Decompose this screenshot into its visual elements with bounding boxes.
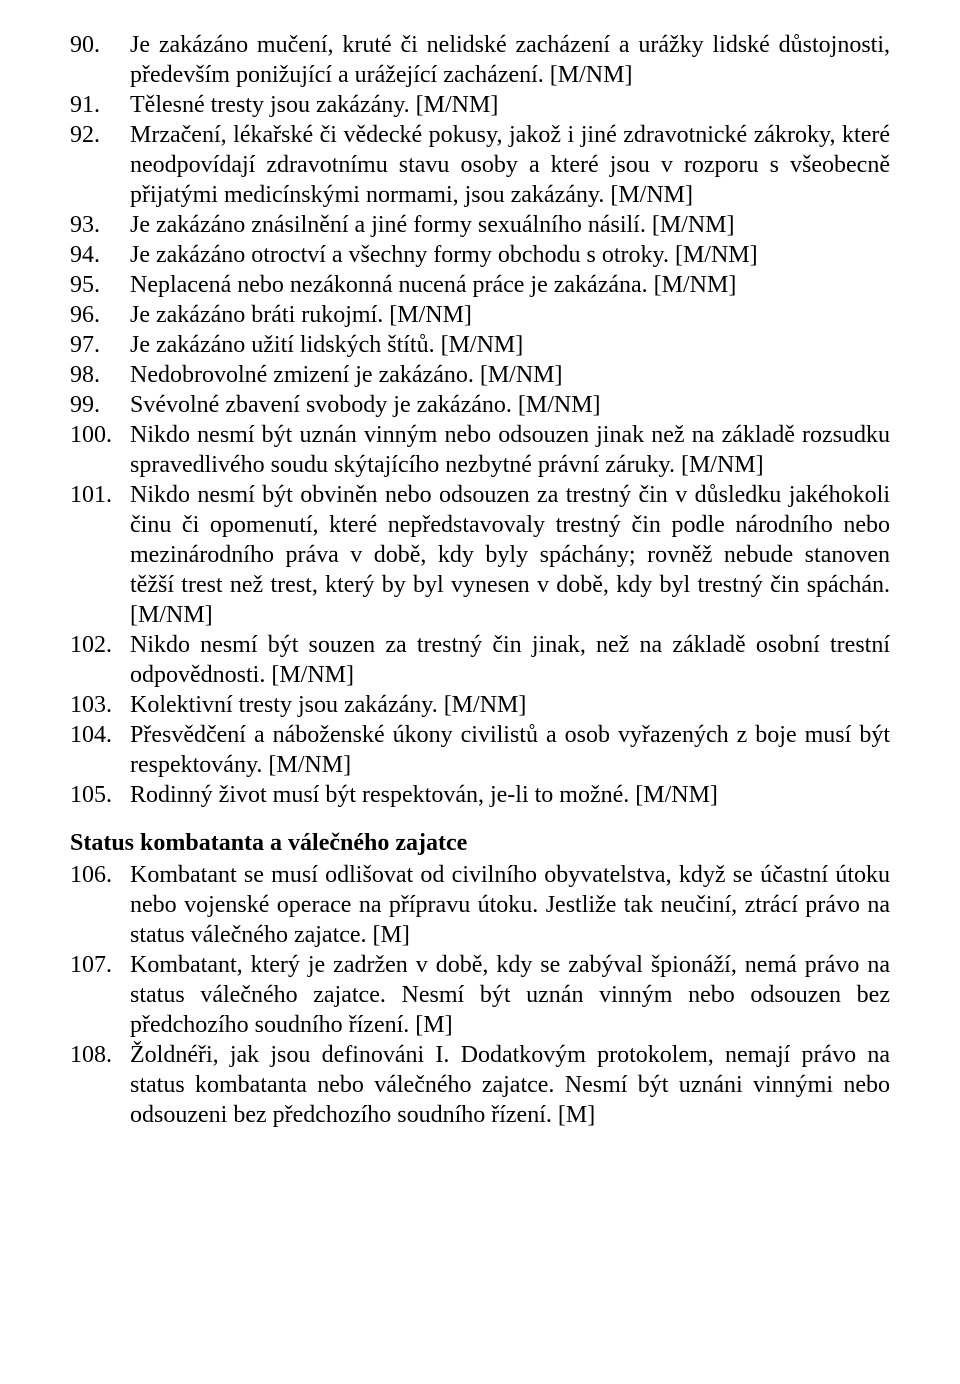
list-item: 107.Kombatant, který je zadržen v době, … — [70, 950, 890, 1040]
item-number: 96. — [70, 300, 130, 330]
item-text: Žoldnéři, jak jsou definováni I. Dodatko… — [130, 1040, 890, 1130]
item-text: Nikdo nesmí být obviněn nebo odsouzen za… — [130, 480, 890, 630]
list-item: 98.Nedobrovolné zmizení je zakázáno. [M/… — [70, 360, 890, 390]
item-number: 108. — [70, 1040, 130, 1070]
list-item: 100.Nikdo nesmí být uznán vinným nebo od… — [70, 420, 890, 480]
list-item: 103.Kolektivní tresty jsou zakázány. [M/… — [70, 690, 890, 720]
list-item: 91.Tělesné tresty jsou zakázány. [M/NM] — [70, 90, 890, 120]
item-number: 97. — [70, 330, 130, 360]
item-text: Přesvědčení a náboženské úkony civilistů… — [130, 720, 890, 780]
list-item: 92.Mrzačení, lékařské či vědecké pokusy,… — [70, 120, 890, 210]
item-text: Mrzačení, lékařské či vědecké pokusy, ja… — [130, 120, 890, 210]
item-text: Neplacená nebo nezákonná nucená práce je… — [130, 270, 890, 300]
item-text: Nikdo nesmí být uznán vinným nebo odsouz… — [130, 420, 890, 480]
list-item: 101.Nikdo nesmí být obviněn nebo odsouze… — [70, 480, 890, 630]
list-item: 93.Je zakázáno znásilnění a jiné formy s… — [70, 210, 890, 240]
list-item: 95.Neplacená nebo nezákonná nucená práce… — [70, 270, 890, 300]
item-number: 107. — [70, 950, 130, 980]
list-item: 108.Žoldnéři, jak jsou definováni I. Dod… — [70, 1040, 890, 1130]
item-text: Rodinný život musí být respektován, je-l… — [130, 780, 890, 810]
item-text: Kombatant se musí odlišovat od civilního… — [130, 860, 890, 950]
item-number: 95. — [70, 270, 130, 300]
list-item: 97.Je zakázáno užití lidských štítů. [M/… — [70, 330, 890, 360]
item-text: Nedobrovolné zmizení je zakázáno. [M/NM] — [130, 360, 890, 390]
list-item: 105.Rodinný život musí být respektován, … — [70, 780, 890, 810]
list-item: 99.Svévolné zbavení svobody je zakázáno.… — [70, 390, 890, 420]
item-number: 92. — [70, 120, 130, 150]
item-text: Svévolné zbavení svobody je zakázáno. [M… — [130, 390, 890, 420]
item-number: 104. — [70, 720, 130, 750]
list-item: 94.Je zakázáno otroctví a všechny formy … — [70, 240, 890, 270]
item-text: Je zakázáno znásilnění a jiné formy sexu… — [130, 210, 890, 240]
list-item: 90.Je zakázáno mučení, kruté či nelidské… — [70, 30, 890, 90]
item-text: Nikdo nesmí být souzen za trestný čin ji… — [130, 630, 890, 690]
item-text: Kombatant, který je zadržen v době, kdy … — [130, 950, 890, 1040]
item-text: Je zakázáno užití lidských štítů. [M/NM] — [130, 330, 890, 360]
item-number: 103. — [70, 690, 130, 720]
item-text: Je zakázáno mučení, kruté či nelidské za… — [130, 30, 890, 90]
item-number: 105. — [70, 780, 130, 810]
item-text: Je zakázáno otroctví a všechny formy obc… — [130, 240, 890, 270]
list-item: 106.Kombatant se musí odlišovat od civil… — [70, 860, 890, 950]
item-number: 99. — [70, 390, 130, 420]
section-heading: Status kombatanta a válečného zajatce — [70, 828, 890, 858]
item-text: Kolektivní tresty jsou zakázány. [M/NM] — [130, 690, 890, 720]
item-number: 102. — [70, 630, 130, 660]
list-item: 96.Je zakázáno bráti rukojmí. [M/NM] — [70, 300, 890, 330]
item-number: 90. — [70, 30, 130, 60]
item-number: 94. — [70, 240, 130, 270]
item-text: Tělesné tresty jsou zakázány. [M/NM] — [130, 90, 890, 120]
item-text: Je zakázáno bráti rukojmí. [M/NM] — [130, 300, 890, 330]
item-number: 98. — [70, 360, 130, 390]
item-number: 100. — [70, 420, 130, 450]
item-number: 106. — [70, 860, 130, 890]
list-item: 104.Přesvědčení a náboženské úkony civil… — [70, 720, 890, 780]
item-number: 101. — [70, 480, 130, 510]
item-number: 93. — [70, 210, 130, 240]
item-number: 91. — [70, 90, 130, 120]
list-item: 102.Nikdo nesmí být souzen za trestný či… — [70, 630, 890, 690]
